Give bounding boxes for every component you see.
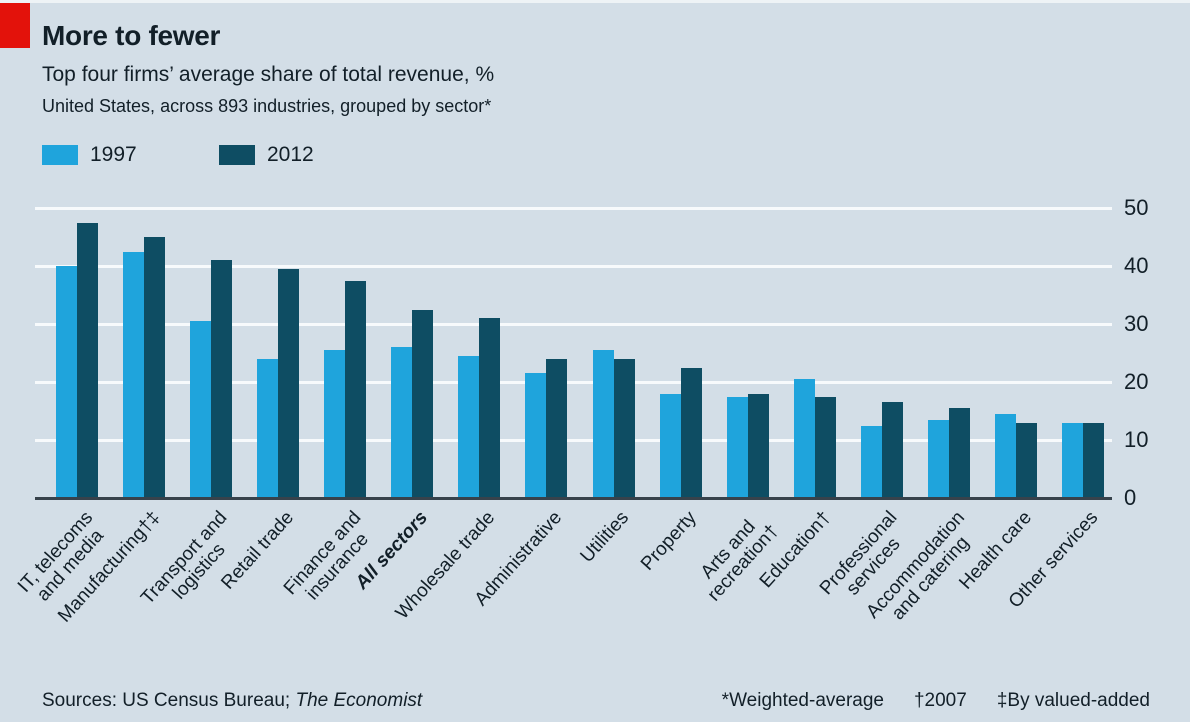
gridline-30 <box>35 322 1112 326</box>
y-tick-label-0: 0 <box>1124 485 1137 510</box>
legend-item-2012: 2012 <box>219 143 314 167</box>
bar-1997 <box>726 396 748 498</box>
bar-1997 <box>659 393 681 498</box>
y-tick-label-20: 20 <box>1124 369 1149 394</box>
bar-2012 <box>211 260 233 498</box>
plot-area: IT, telecoms and media Manufacturing†‡ Tra… <box>13 206 1112 627</box>
source-note-text: Sources: US Census Bureau; <box>42 690 296 711</box>
bar-group: Property <box>637 208 702 575</box>
bar-2012 <box>144 237 166 498</box>
bar-1997 <box>458 355 480 498</box>
chart-note: United States, across 893 industries, gr… <box>42 96 492 116</box>
bar-2012 <box>680 367 702 498</box>
bar-1997 <box>1061 422 1083 498</box>
bar-2012 <box>1082 422 1104 498</box>
y-tick-label-10: 10 <box>1124 427 1149 452</box>
chart-title: More to fewer <box>42 20 221 51</box>
bar-1997 <box>257 358 279 498</box>
legend-item-1997: 1997 <box>42 143 137 167</box>
bar-2012 <box>412 309 434 498</box>
bar-group: IT, telecoms and media <box>13 208 107 605</box>
footnote-2007: †2007 <box>913 690 967 711</box>
bar-2012 <box>948 408 970 498</box>
x-axis-label: Property <box>636 507 701 575</box>
bar-2012 <box>479 318 501 498</box>
bar-group: Professional services <box>816 208 905 599</box>
legend-swatch-2012 <box>219 145 255 165</box>
bar-group: Utilities <box>577 208 635 567</box>
bar-group: All sectors <box>352 208 434 594</box>
bar-1997 <box>927 419 949 498</box>
bar-2012 <box>1015 422 1037 498</box>
bar-1997 <box>994 413 1016 498</box>
legend-label-2012: 2012 <box>267 143 314 166</box>
bar-2012 <box>345 280 367 498</box>
bar-1997 <box>592 350 614 498</box>
legend-label-1997: 1997 <box>90 143 137 166</box>
chart-subtitle: Top four firms’ average share of total r… <box>42 63 495 86</box>
bar-2012 <box>747 393 769 498</box>
y-tick-label-50: 50 <box>1124 195 1149 220</box>
bars-container: IT, telecoms and media Manufacturing†‡ Tra… <box>13 208 1104 627</box>
bar-group: Wholesale trade <box>392 208 501 623</box>
bar-1997 <box>860 425 882 498</box>
bar-group: Arts and recreation† <box>696 208 782 605</box>
bar-group: Education† <box>755 208 836 592</box>
bar-1997 <box>123 251 145 498</box>
footnote-value-added: ‡By valued-added <box>996 690 1150 711</box>
x-axis-line <box>35 497 1112 500</box>
top-edge-strip <box>0 0 1190 3</box>
bar-1997 <box>793 379 815 498</box>
bar-1997 <box>324 350 346 498</box>
bar-group: Transport and logistics <box>137 208 233 609</box>
y-tick-label-30: 30 <box>1124 311 1149 336</box>
bar-group: Retail trade <box>217 208 300 594</box>
footnotes: *Weighted-average †2007 ‡By valued-added <box>722 690 1150 712</box>
bar-group: Administrative <box>471 208 568 610</box>
bar-2012 <box>278 268 300 498</box>
bar-1997 <box>56 266 77 498</box>
legend-swatch-1997 <box>42 145 78 165</box>
gridline-10 <box>35 438 1112 442</box>
gridline-20 <box>35 380 1112 384</box>
bar-group: Accommodation and catering <box>862 208 973 624</box>
bar-group: Manufacturing†‡ <box>54 208 166 627</box>
bar-2012 <box>77 222 98 498</box>
bar-group: Finance and insurance <box>280 208 373 604</box>
brand-red-tab <box>0 3 30 48</box>
x-axis-label: Utilities <box>576 507 634 567</box>
footnote-weighted-average: *Weighted-average <box>721 690 884 711</box>
bar-2012 <box>814 396 836 498</box>
gridline-40 <box>35 264 1112 268</box>
bar-group: Health care <box>955 208 1037 594</box>
gridline-50 <box>35 206 1112 210</box>
bar-1997 <box>190 321 212 498</box>
x-axis-label: Arts and recreation† <box>696 516 783 606</box>
bar-1997 <box>525 373 547 498</box>
source-note-publication: The Economist <box>295 690 423 711</box>
y-tick-label-40: 40 <box>1124 253 1149 278</box>
bar-2012 <box>546 358 568 498</box>
bar-1997 <box>391 347 413 498</box>
source-note: Sources: US Census Bureau; The Economist <box>42 690 422 712</box>
bar-2012 <box>613 358 635 498</box>
bar-group: Other services <box>1005 208 1104 612</box>
bar-2012 <box>881 402 903 498</box>
